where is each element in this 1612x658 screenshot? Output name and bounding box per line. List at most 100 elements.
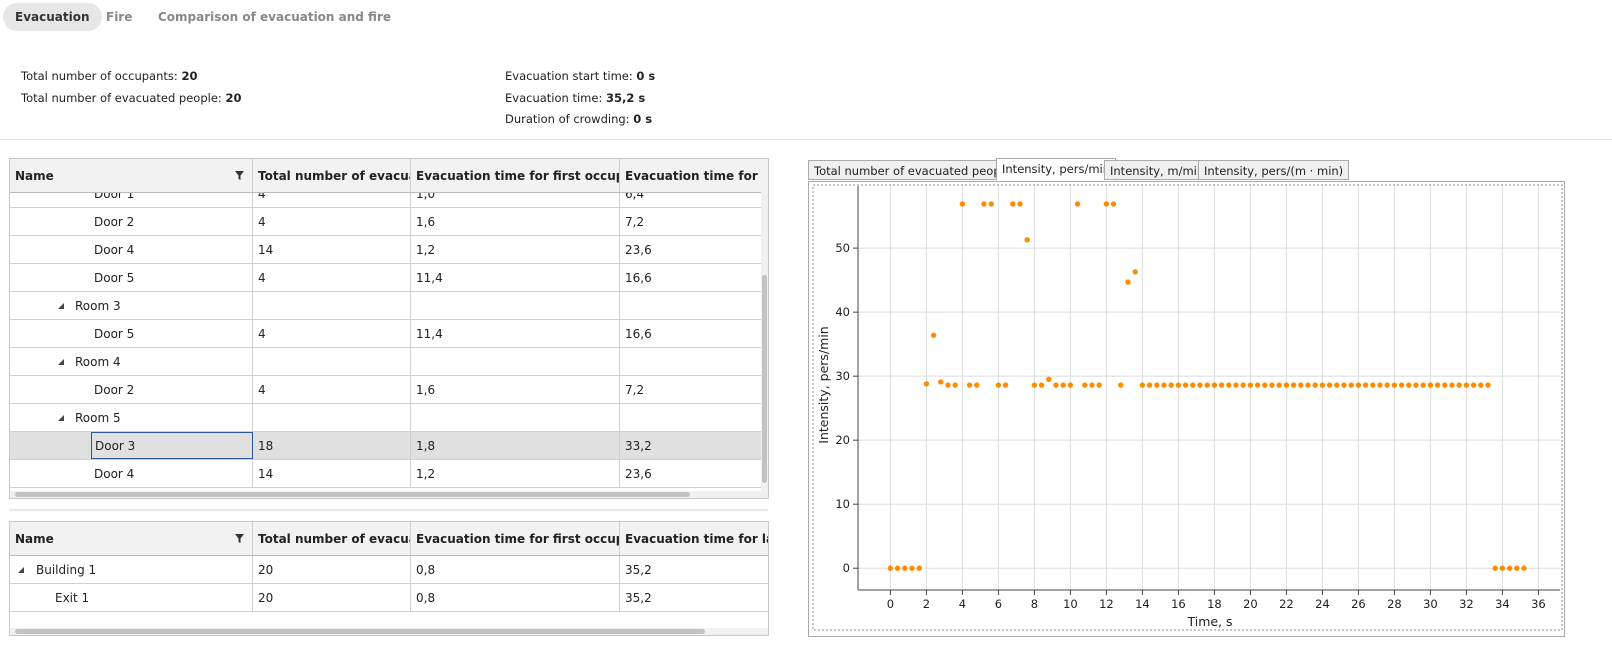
data-point [1463, 382, 1470, 388]
table-row[interactable]: Door 5 4 11,4 16,6 [10, 320, 761, 348]
tab[interactable]: Comparison of evacuation and fire [158, 10, 392, 24]
table-cell: 4 [253, 376, 411, 403]
column-header[interactable]: Evacuation time for first occupant, s [411, 159, 620, 192]
data-point [988, 201, 994, 207]
expander[interactable] [18, 567, 25, 574]
table-cell: 1,2 [411, 460, 620, 487]
x-tick-label: 2 [923, 597, 930, 611]
scroll-thumb[interactable] [15, 492, 690, 497]
column-header[interactable]: Name [10, 522, 253, 555]
column-header[interactable]: Evacuation time for last occupant, s [620, 159, 768, 192]
summary-label: Duration of crowding: [505, 112, 630, 126]
data-point [1362, 382, 1369, 388]
data-point [1139, 382, 1146, 388]
data-point [1442, 382, 1448, 388]
table-row[interactable]: Exit 1 20 0,8 35,2 [10, 584, 768, 612]
table-cell: 23,6 [620, 460, 761, 487]
column-header[interactable]: Total number of evacuated [253, 522, 411, 555]
column-header[interactable]: Total number of evacuated [253, 159, 411, 192]
expander[interactable] [58, 359, 65, 366]
chart-tab[interactable]: Intensity, m/min [1104, 160, 1211, 180]
data-point [1175, 382, 1182, 388]
data-point [974, 382, 980, 388]
table-row[interactable]: Door 4 14 1,2 23,6 [10, 236, 761, 264]
data-point [1146, 382, 1153, 388]
x-tick-label: 16 [1171, 597, 1186, 611]
chart-tab[interactable]: Intensity, pers/min [996, 158, 1117, 181]
chart: 0 2 4 6 8 10 12 14 16 18 20 22 24 26 28 30 32 34 360102030… [812, 184, 1563, 631]
data-point [1305, 382, 1311, 388]
summary-item: Evacuation time: 35,2 s [505, 91, 645, 105]
data-point [1492, 565, 1498, 571]
data-point [1298, 382, 1304, 388]
table-row[interactable]: Door 2 4 1,6 7,2 [10, 208, 761, 236]
data-point [1348, 382, 1354, 388]
tab[interactable]: Fire [106, 10, 133, 24]
y-tick-label: 30 [835, 369, 850, 383]
data-point [1377, 382, 1383, 388]
table-row[interactable]: Room 5 [10, 404, 761, 432]
table-cell: 33,2 [620, 432, 761, 459]
scroll-thumb[interactable] [15, 629, 705, 634]
data-point [945, 382, 951, 388]
summary-label: Evacuation start time: [505, 69, 633, 83]
data-point [1110, 201, 1117, 207]
scroll-thumb[interactable] [762, 275, 767, 483]
table-cell: Building 1 [10, 556, 253, 583]
x-tick-label: 10 [1063, 597, 1078, 611]
summary-value: 0 s [633, 112, 653, 126]
data-point [959, 201, 966, 207]
table-row[interactable]: Room 4 [10, 348, 761, 376]
data-point [1334, 382, 1340, 388]
table-cell [253, 404, 411, 431]
data-point [1413, 382, 1419, 388]
table-row[interactable]: Door 5 4 11,4 16,6 [10, 264, 761, 292]
table-row[interactable]: Door 4 14 1,2 23,6 [10, 460, 761, 488]
data-point [1247, 382, 1254, 388]
plot-border [812, 184, 1563, 631]
data-point [1478, 382, 1484, 388]
summary-item: Total number of occupants: 20 [21, 69, 197, 83]
summary-item: Duration of crowding: 0 s [505, 112, 652, 126]
data-point [1370, 382, 1376, 388]
filter-icon[interactable] [235, 171, 244, 180]
data-point [1024, 237, 1030, 243]
data-point [1434, 382, 1441, 388]
data-point [1427, 382, 1434, 388]
filter-icon[interactable] [235, 534, 244, 543]
table-cell: 1,2 [411, 236, 620, 263]
expander[interactable] [58, 303, 65, 310]
x-tick-label: 0 [887, 597, 894, 611]
table-cell: 0,8 [411, 584, 620, 611]
data-point [1010, 201, 1016, 207]
expander[interactable] [58, 415, 65, 422]
table-row[interactable]: Building 1 20 0,8 35,2 [10, 556, 768, 584]
table-cell: Door 1 [10, 193, 253, 207]
table-cell [411, 404, 620, 431]
chart-tab[interactable]: Intensity, pers/(m · min) [1198, 160, 1350, 180]
table-cell: 20 [253, 556, 411, 583]
data-point [1074, 201, 1081, 207]
column-header[interactable]: Evacuation time for first occupant, s [411, 522, 620, 555]
table-cell: Door 5 [10, 320, 253, 347]
chart-tab[interactable]: Total number of evacuated people [808, 160, 1017, 180]
data-point [1031, 382, 1038, 388]
summary-value: 20 [225, 90, 242, 105]
column-header[interactable]: Name [10, 159, 253, 192]
column-header[interactable]: Evacuation time for last occupant, s [620, 522, 768, 555]
data-point [1197, 382, 1203, 388]
tab[interactable]: Evacuation [3, 3, 102, 31]
table-cell: 4 [253, 208, 411, 235]
table-row[interactable]: Door 1 4 1,0 6,4 [10, 193, 761, 208]
summary-item: Total number of evacuated people: 20 [21, 91, 241, 105]
x-tick-label: 22 [1279, 597, 1294, 611]
x-tick-label: 34 [1495, 597, 1510, 611]
splitter[interactable] [9, 509, 768, 511]
table-row[interactable]: Door 3 18 1,8 33,2 [10, 432, 761, 460]
table-row[interactable]: Room 3 [10, 292, 761, 320]
summary-value: 0 s [636, 69, 656, 83]
data-point [1499, 565, 1506, 571]
table-row[interactable]: Door 2 4 1,6 7,2 [10, 376, 761, 404]
x-tick-label: 24 [1315, 597, 1330, 611]
data-point [1125, 279, 1131, 285]
